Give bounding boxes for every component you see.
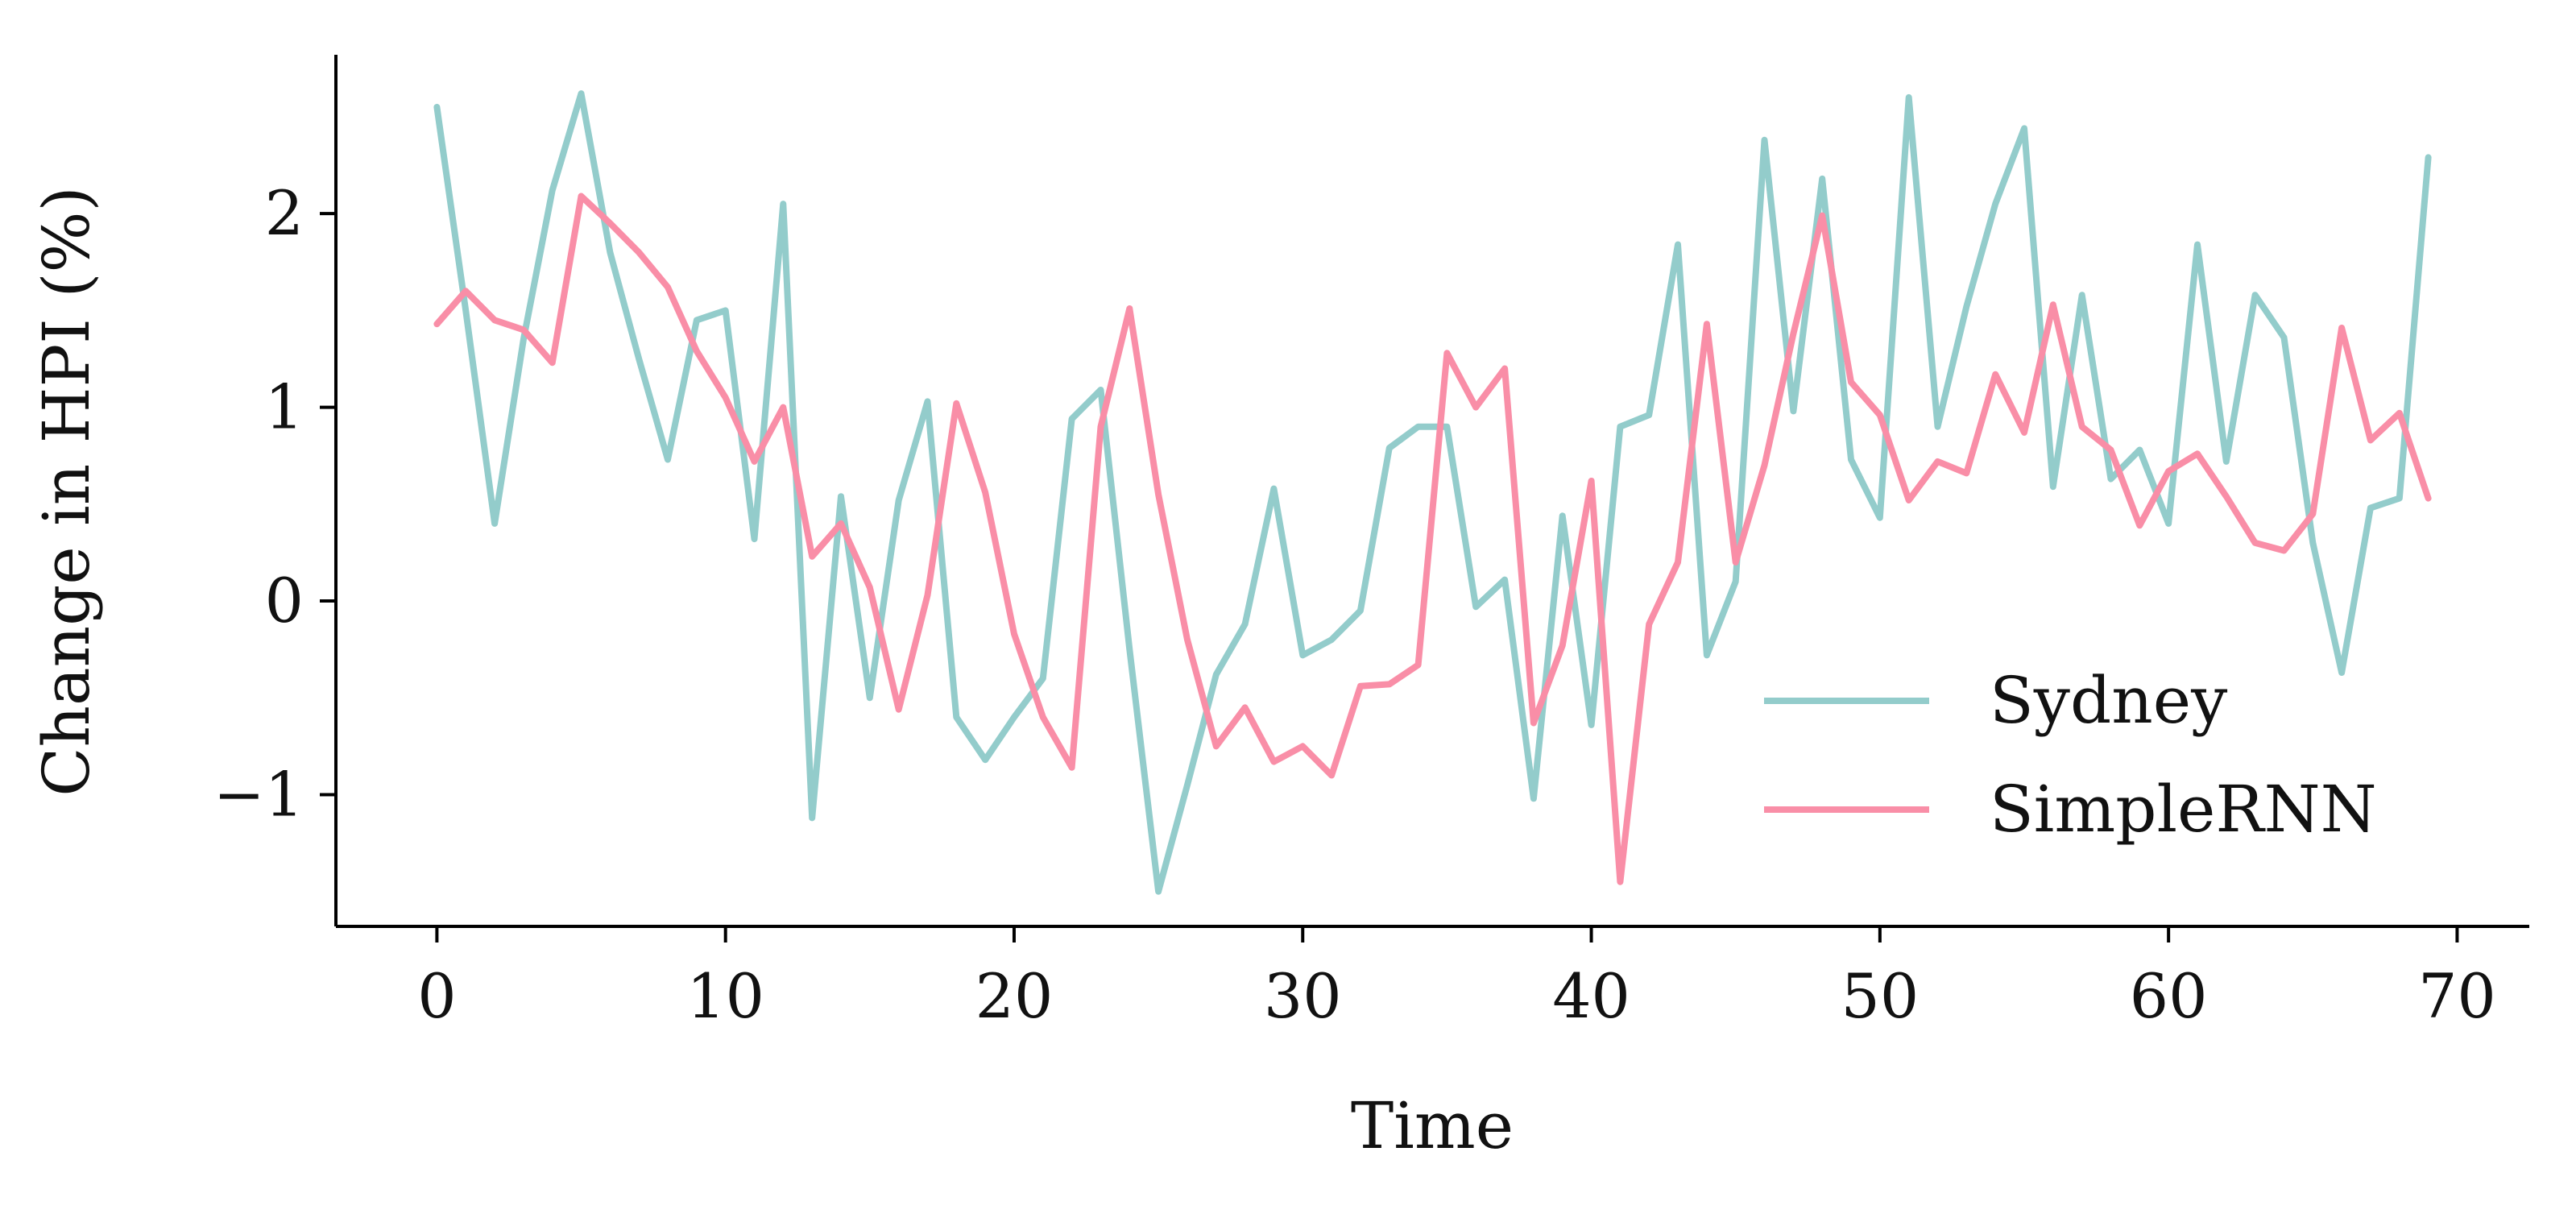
- x-tick-label: 50: [1841, 960, 1919, 1032]
- x-tick-label: 30: [1264, 960, 1342, 1032]
- x-tick-label: 40: [1552, 960, 1630, 1032]
- x-tick-label: 70: [2418, 960, 2496, 1032]
- legend-label-simplernn: SimpleRNN: [1990, 772, 2377, 847]
- series-line-simplernn: [433, 193, 2432, 885]
- y-axis-label: Change in HPI (%): [29, 186, 104, 797]
- legend-label-sydney: Sydney: [1990, 663, 2227, 738]
- series-line-sydney: [433, 90, 2432, 895]
- x-tick-label: 0: [417, 960, 456, 1032]
- x-tick-label: 20: [975, 960, 1054, 1032]
- x-axis-ticks: 0 10 20 30 40 50 60 70: [417, 926, 2496, 1032]
- y-tick-label: 2: [265, 177, 304, 249]
- y-axis-ticks: −1 0 1 2: [213, 177, 336, 830]
- y-tick-label: 0: [265, 565, 304, 636]
- x-tick-label: 10: [686, 960, 764, 1032]
- y-tick-label: −1: [213, 758, 304, 830]
- x-axis-label: Time: [1351, 1088, 1514, 1163]
- series-layer: [433, 90, 2432, 895]
- legend: Sydney SimpleRNN: [1764, 663, 2377, 847]
- x-tick-label: 60: [2130, 960, 2208, 1032]
- y-tick-label: 1: [265, 371, 304, 443]
